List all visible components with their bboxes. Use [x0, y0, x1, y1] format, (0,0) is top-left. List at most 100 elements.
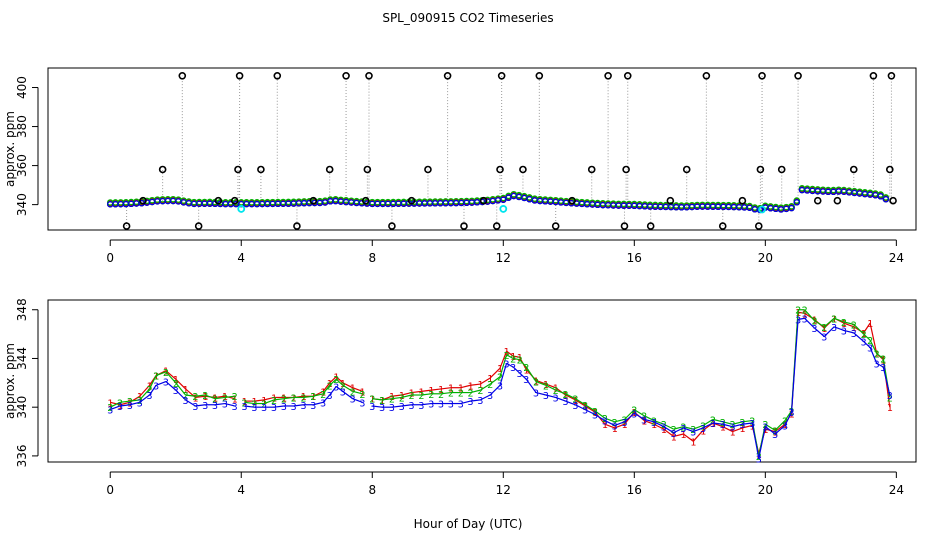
series-3-marker: 3 [107, 406, 113, 417]
series-2-marker: 2 [409, 391, 415, 402]
series-1-marker: 1 [671, 432, 677, 443]
series-3-marker: 3 [772, 430, 778, 441]
series-2-marker: 2 [612, 418, 618, 429]
series-1-segment [224, 395, 235, 400]
series-3-marker: 3 [510, 363, 516, 374]
series-2-segment [525, 366, 537, 382]
series-3-segment [129, 401, 140, 406]
series-2-marker: 2 [811, 317, 817, 328]
series-1-marker: 1 [399, 391, 405, 402]
series-3-segment [673, 427, 684, 434]
series-3-segment [525, 378, 537, 393]
baseline-point [500, 196, 507, 203]
series-2-marker: 2 [468, 389, 474, 400]
series-2-marker: 2 [710, 415, 716, 426]
outlier-point [342, 72, 350, 80]
series-2-segment [535, 381, 547, 386]
series-3-marker: 3 [333, 382, 339, 393]
series-1-segment [195, 395, 206, 399]
series-3-segment [470, 399, 481, 402]
outlier-point [496, 165, 504, 174]
series-1-marker: 1 [867, 319, 873, 330]
series-2-marker: 2 [867, 336, 873, 347]
outlier-point [363, 165, 372, 174]
series-1-segment [575, 399, 586, 407]
series-3-marker: 3 [553, 393, 559, 404]
series-1-segment [499, 350, 508, 369]
series-3-segment [565, 400, 576, 406]
series-1-marker: 1 [651, 420, 657, 431]
series-3-segment [882, 366, 891, 396]
series-1-marker: 1 [497, 364, 503, 375]
series-2-segment [722, 421, 733, 425]
series-1-marker: 1 [772, 428, 778, 439]
series-3-segment [185, 399, 196, 407]
series-2-segment [214, 396, 225, 400]
series-2-marker: 2 [251, 400, 257, 411]
series-3-marker: 3 [409, 401, 415, 412]
series-3-marker: 3 [710, 419, 716, 430]
series-3-marker: 3 [517, 369, 523, 380]
series-1-segment [329, 376, 337, 384]
series-1-segment [797, 311, 805, 314]
series-1-segment [440, 387, 451, 390]
series-2-marker: 2 [762, 420, 768, 431]
series-2-segment [129, 399, 140, 402]
series-3-segment [774, 425, 786, 435]
series-3-segment [764, 426, 776, 435]
top-y-axis-title: approx. ppm [3, 111, 17, 187]
series-1-segment [119, 401, 131, 406]
series-2-marker: 2 [369, 395, 375, 406]
series-2-marker: 2 [661, 420, 667, 431]
series-2-segment [774, 420, 786, 431]
series-3-marker: 3 [821, 333, 827, 344]
series-3-segment [833, 326, 845, 332]
outlier-point [568, 196, 576, 205]
series-3-marker: 3 [680, 424, 686, 435]
series-2-segment [244, 401, 255, 405]
series-3-marker: 3 [730, 423, 736, 434]
series-2-marker: 2 [212, 395, 218, 406]
series-3-marker: 3 [631, 409, 637, 420]
bottom-y-tick-label: 336 [15, 444, 29, 467]
series-3-segment [869, 347, 878, 364]
series-3-marker: 3 [690, 428, 696, 439]
series-3-marker: 3 [572, 401, 578, 412]
series-2-segment [440, 391, 451, 395]
baseline-point [882, 195, 890, 203]
outlier-point [424, 165, 432, 174]
series-1-marker: 1 [592, 408, 598, 419]
series-3-segment [139, 394, 150, 403]
series-2-segment [313, 393, 324, 397]
outlier-point [754, 222, 763, 230]
series-2-segment [604, 417, 615, 423]
series-2-segment [663, 423, 674, 430]
series-3-marker: 3 [340, 387, 346, 398]
series-2-marker: 2 [795, 306, 801, 317]
figure-title: SPL_090915 CO2 Timeseries [382, 11, 553, 25]
series-1-marker: 1 [310, 392, 316, 403]
series-1-marker: 1 [602, 420, 608, 431]
series-1-marker: 1 [841, 319, 847, 330]
series-2-segment [506, 354, 514, 359]
series-1-marker: 1 [418, 387, 424, 398]
cyan-point [499, 205, 508, 213]
series-3-marker: 3 [795, 315, 801, 326]
series-2-marker: 2 [523, 363, 529, 374]
bottom-y-tick-label: 348 [15, 298, 29, 321]
series-3-marker: 3 [389, 403, 395, 414]
series-3-marker: 3 [232, 402, 238, 413]
series-3-segment [758, 426, 766, 459]
series-2-segment [175, 382, 187, 396]
series-3-segment [804, 317, 815, 329]
series-2-marker: 2 [874, 350, 880, 361]
series-3-segment [545, 394, 556, 399]
series-2-segment [352, 390, 363, 395]
series-1-segment [513, 355, 520, 358]
series-1-marker: 1 [851, 323, 857, 334]
series-2-marker: 2 [477, 386, 483, 397]
series-3-marker: 3 [789, 408, 795, 419]
series-2-segment [205, 394, 216, 400]
series-3-marker: 3 [192, 402, 198, 413]
